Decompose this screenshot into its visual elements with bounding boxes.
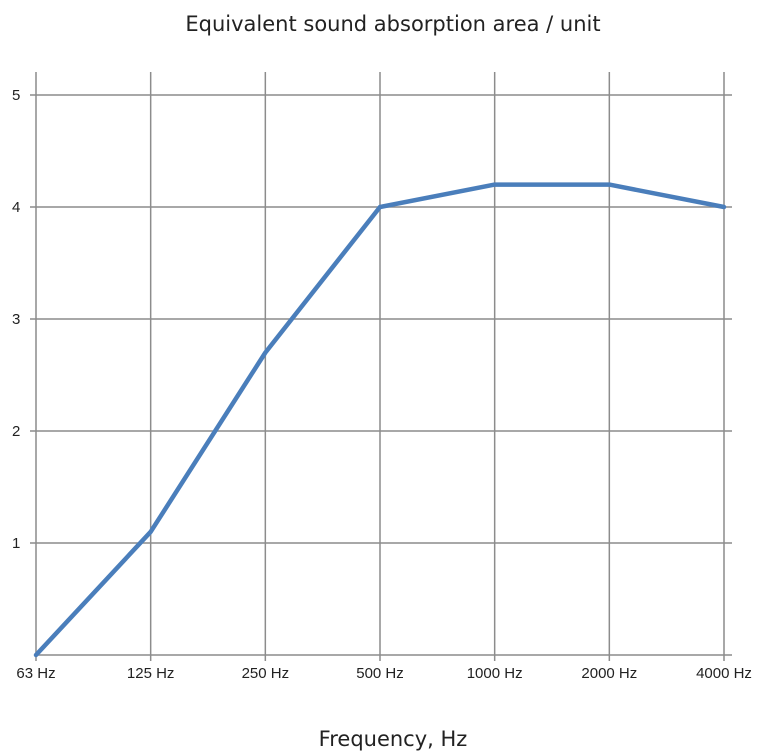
y-tick-label: 5 [12, 87, 20, 104]
x-tick-label: 2000 Hz [581, 665, 637, 682]
x-tick-label: 4000 Hz [696, 665, 752, 682]
x-tick-label: 1000 Hz [467, 665, 523, 682]
x-tick-label: 125 Hz [127, 665, 175, 682]
x-tick-label: 250 Hz [242, 665, 290, 682]
series-layer [33, 182, 727, 658]
grid [30, 72, 732, 661]
y-tick-label: 4 [12, 199, 20, 216]
x-axis-ticks: 63 Hz 125 Hz 250 Hz 500 Hz 1000 Hz 2000 Hz 400… [16, 665, 752, 682]
y-tick-label: 1 [12, 535, 20, 552]
y-tick-label: 2 [12, 423, 20, 440]
y-axis-ticks: 1 2 3 4 5 [12, 87, 20, 552]
x-axis-label: Frequency, Hz [319, 727, 468, 751]
y-tick-label: 3 [12, 311, 20, 328]
x-tick-label: 63 Hz [16, 665, 55, 682]
chart-title: Equivalent sound absorption area / unit [185, 12, 600, 36]
x-tick-label: 500 Hz [356, 665, 404, 682]
